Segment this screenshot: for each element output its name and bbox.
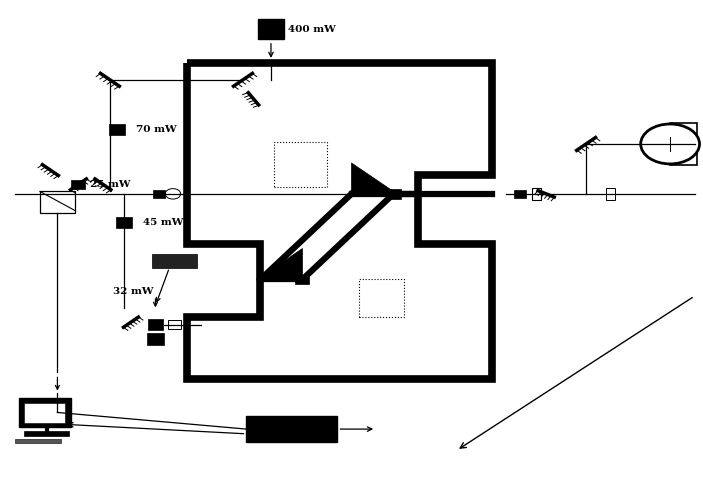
Bar	[148, 319, 163, 330]
Text: 45 mW: 45 mW	[143, 218, 183, 227]
Bar	[274, 141, 327, 187]
Bar	[72, 180, 86, 189]
Bar	[387, 189, 401, 198]
Polygon shape	[352, 163, 394, 196]
Bar	[147, 333, 165, 345]
Text: 32 mW: 32 mW	[113, 287, 154, 296]
Text: 400 mW: 400 mW	[288, 25, 335, 34]
Bar	[15, 439, 61, 444]
Bar	[153, 190, 165, 198]
Bar	[295, 275, 309, 284]
Bar	[116, 217, 131, 228]
Bar	[670, 122, 697, 165]
Bar	[40, 192, 75, 213]
Text: 70 mW: 70 mW	[136, 125, 176, 134]
Bar	[152, 254, 198, 268]
Bar	[25, 431, 69, 436]
Text: 25 mW: 25 mW	[89, 180, 130, 189]
Bar	[19, 398, 72, 427]
Bar	[532, 188, 541, 200]
Bar	[606, 188, 615, 200]
Bar	[109, 124, 124, 135]
Bar	[168, 320, 181, 329]
Circle shape	[640, 124, 699, 164]
Bar	[25, 403, 65, 423]
Bar	[514, 190, 526, 198]
Bar	[359, 280, 404, 317]
Bar	[259, 20, 283, 39]
Polygon shape	[261, 249, 302, 282]
Bar	[247, 416, 337, 443]
